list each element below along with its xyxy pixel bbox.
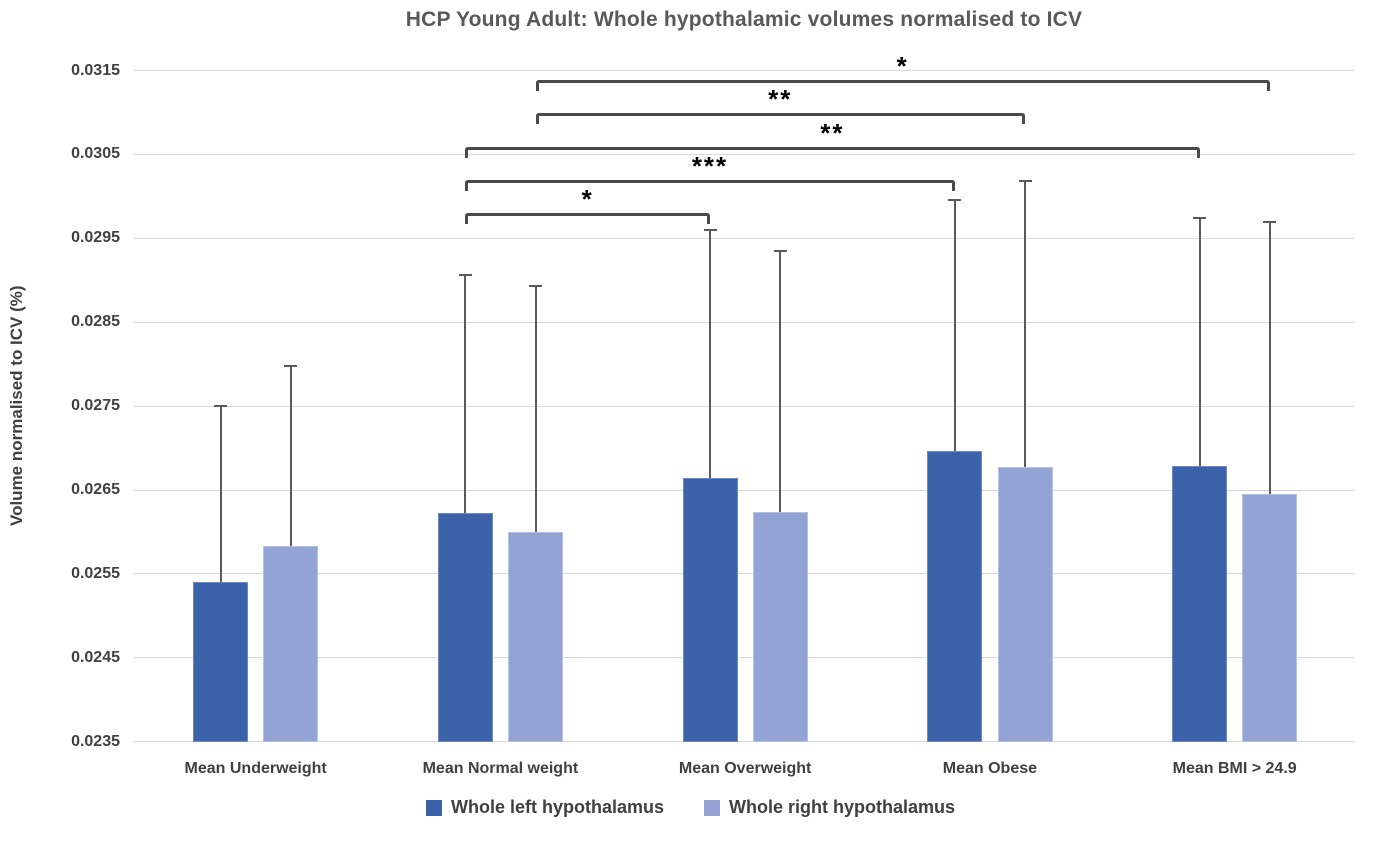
legend-item-left-hypothalamus: Whole left hypothalamus xyxy=(425,797,664,818)
legend-swatch-icon xyxy=(704,799,720,816)
bar-left-hypothalamus xyxy=(1172,465,1227,742)
error-bar xyxy=(953,199,956,451)
error-bar-cap xyxy=(1193,217,1206,220)
y-tick-label: 0.0255 xyxy=(71,564,120,582)
significance-stars: * xyxy=(581,184,594,214)
legend-label: Whole left hypothalamus xyxy=(450,797,664,817)
category-label: Mean Overweight xyxy=(678,760,812,777)
error-bar xyxy=(1024,181,1027,468)
y-tick-label: 0.0275 xyxy=(71,397,120,415)
y-tick-label: 0.0285 xyxy=(71,313,120,331)
bar-right-hypothalamus xyxy=(997,467,1053,742)
bar-right-hypothalamus xyxy=(1242,494,1298,742)
error-bar xyxy=(779,250,782,512)
error-bar-cap xyxy=(458,274,472,277)
bar-left-hypothalamus xyxy=(682,478,738,742)
category-label: Mean BMI > 24.9 xyxy=(1172,760,1297,777)
y-tick-label: 0.0265 xyxy=(71,481,120,498)
gridline xyxy=(133,237,1355,239)
category-label: Mean Normal weight xyxy=(422,760,579,777)
significance-bracket xyxy=(535,80,1270,91)
chart-title: HCP Young Adult: Whole hypothalamic volu… xyxy=(405,8,1083,31)
significance-stars: ** xyxy=(768,84,793,115)
significance-bracket xyxy=(535,113,1026,125)
error-bar-cap xyxy=(529,285,543,288)
significance-bracket xyxy=(465,146,1200,158)
gridline xyxy=(133,573,1355,575)
y-tick-label: 0.0315 xyxy=(71,61,120,79)
gridline xyxy=(133,657,1355,659)
bar-left-hypothalamus xyxy=(927,450,983,742)
significance-stars: ** xyxy=(820,117,845,148)
error-bar xyxy=(289,365,292,547)
gridline xyxy=(133,741,1355,743)
error-bar xyxy=(1268,222,1271,495)
significance-bracket xyxy=(465,213,710,224)
legend-swatch-icon xyxy=(425,799,442,816)
gridline xyxy=(133,489,1355,491)
category-label: Mean Obese xyxy=(942,760,1038,777)
y-tick-label: 0.0245 xyxy=(71,648,120,666)
significance-bracket xyxy=(465,179,955,191)
significance-stars: * xyxy=(896,51,909,81)
bar-left-hypothalamus xyxy=(437,512,493,742)
y-tick-label: 0.0235 xyxy=(71,732,120,750)
legend-label: Whole right hypothalamus xyxy=(729,797,956,817)
bar-right-hypothalamus xyxy=(752,511,808,742)
bar-left-hypothalamus xyxy=(193,582,248,742)
legend-item-right-hypothalamus: Whole right hypothalamus xyxy=(704,797,955,818)
error-bar-cap xyxy=(773,249,787,252)
gridline xyxy=(133,405,1355,407)
error-bar xyxy=(534,286,537,532)
error-bar xyxy=(709,229,711,479)
error-bar-cap xyxy=(284,364,298,367)
error-bar xyxy=(219,406,222,583)
error-bar-cap xyxy=(214,405,227,408)
error-bar-cap xyxy=(1263,221,1277,224)
gridline xyxy=(133,321,1355,323)
gridline xyxy=(133,70,1355,71)
legend: Whole left hypothalamus Whole right hypot… xyxy=(0,797,1381,818)
significance-stars: *** xyxy=(691,150,729,181)
error-bar-cap xyxy=(703,228,717,231)
error-bar-cap xyxy=(1018,180,1032,183)
error-bar xyxy=(464,275,467,513)
y-tick-label: 0.0295 xyxy=(71,229,120,247)
error-bar xyxy=(1198,218,1201,466)
y-axis-title: Volume normalised to ICV (%) xyxy=(7,285,26,527)
bar-right-hypothalamus xyxy=(263,546,319,742)
y-tick-label: 0.0305 xyxy=(71,145,120,163)
category-label: Mean Underweight xyxy=(184,760,327,777)
gridline xyxy=(133,153,1355,155)
error-bar-cap xyxy=(948,198,962,201)
bar-right-hypothalamus xyxy=(508,531,564,742)
